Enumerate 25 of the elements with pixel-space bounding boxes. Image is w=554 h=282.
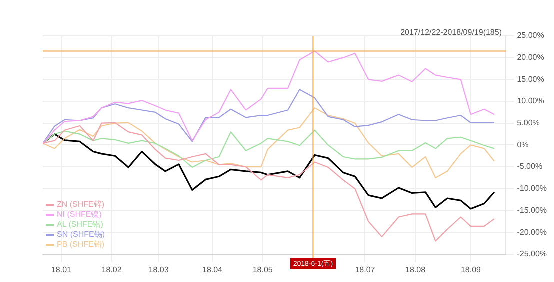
y-tick-label: -10.00%: [517, 184, 547, 194]
y-tick-label: 10.00%: [517, 96, 544, 106]
x-tick-label: 18.03: [148, 265, 170, 274]
y-tick-label: 15.00%: [517, 74, 544, 84]
legend-label: AL (SHFE铝): [57, 220, 104, 230]
x-tick-label: 18.09: [460, 265, 482, 274]
y-tick-label: 0%: [517, 140, 529, 150]
y-tick-label: 20.00%: [517, 53, 544, 62]
x-tick-label: 18.02: [102, 265, 122, 274]
y-tick-label: -20.00%: [517, 228, 547, 237]
y-tick-label: -5.00%: [517, 162, 543, 172]
y-tick-label: -15.00%: [517, 206, 547, 215]
legend-label: ZN (SHFE锌): [57, 200, 105, 210]
x-tick-label: 18.04: [202, 265, 224, 274]
annotation: 2017/12/22-2018/09/19(185): [400, 28, 502, 37]
x-tick-label: 18.08: [406, 265, 426, 274]
x-tick-label: 18.07: [355, 265, 376, 274]
x-tick-label: 18.05: [252, 265, 274, 274]
legend-label: PB (SHFE铅): [57, 240, 105, 250]
y-tick-label: -25.00%: [517, 250, 547, 259]
legend-label: SN (SHFE锡): [57, 230, 105, 240]
legend-label: NI (SHFE镍): [57, 210, 102, 220]
x-tick-label: 18.01: [51, 265, 72, 274]
y-tick-label: 25.00%: [517, 31, 544, 40]
y-tick-label: 5.00%: [517, 118, 540, 128]
